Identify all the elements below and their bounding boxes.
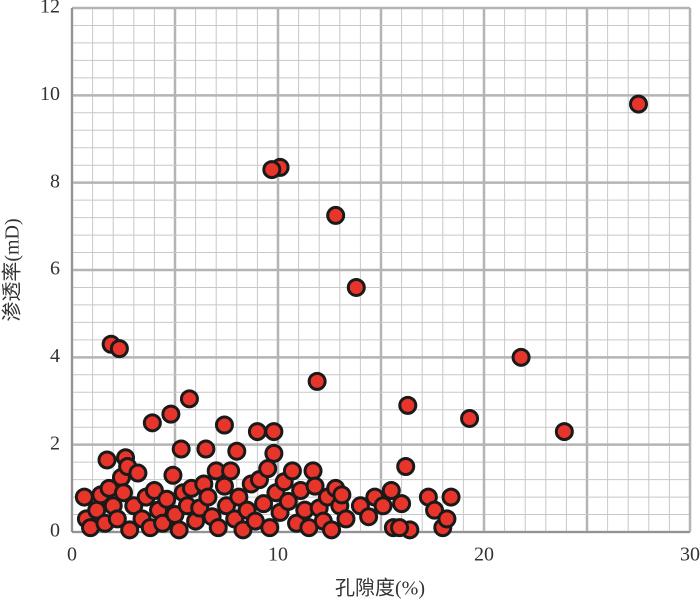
- point: [260, 518, 280, 538]
- point: [326, 205, 346, 225]
- point: [142, 413, 162, 433]
- point: [392, 494, 412, 514]
- point: [511, 347, 531, 367]
- point: [153, 513, 173, 533]
- y-tick-label: 4: [50, 345, 60, 367]
- point: [120, 520, 140, 540]
- point: [157, 489, 177, 509]
- point: [307, 371, 327, 391]
- point: [390, 518, 410, 538]
- point: [217, 496, 236, 516]
- point: [198, 487, 218, 507]
- x-tick-label: 30: [680, 544, 700, 566]
- point: [196, 439, 216, 459]
- point: [441, 487, 461, 507]
- point: [171, 439, 191, 459]
- y-tick-label: 6: [50, 258, 60, 280]
- point: [303, 461, 323, 481]
- point: [278, 491, 298, 511]
- point: [247, 422, 267, 442]
- point: [128, 463, 148, 483]
- point: [227, 441, 247, 461]
- point: [254, 494, 274, 514]
- y-axis-label: 渗透率(mD): [1, 218, 24, 321]
- point: [161, 404, 181, 424]
- point: [262, 160, 282, 180]
- point: [398, 395, 418, 415]
- point: [332, 485, 352, 505]
- point: [144, 481, 164, 501]
- point: [169, 520, 189, 540]
- y-tick-label: 0: [50, 520, 60, 542]
- point: [336, 509, 356, 529]
- x-tick-label: 0: [67, 544, 77, 566]
- point: [114, 483, 133, 503]
- point: [74, 487, 94, 507]
- y-tick-label: 2: [50, 432, 60, 454]
- y-tick-label: 10: [40, 83, 60, 105]
- x-tick-label: 20: [474, 544, 494, 566]
- point: [437, 509, 457, 529]
- point: [359, 507, 379, 527]
- point: [214, 415, 234, 435]
- point: [264, 443, 284, 463]
- point: [258, 459, 278, 479]
- y-tick-label: 12: [40, 0, 60, 18]
- x-tick-label: 10: [268, 544, 288, 566]
- point: [163, 465, 183, 485]
- point: [109, 339, 129, 359]
- point: [179, 389, 199, 409]
- point: [425, 500, 445, 520]
- point: [554, 422, 574, 442]
- point: [396, 457, 416, 476]
- y-tick-label: 8: [50, 170, 60, 192]
- point: [460, 408, 480, 428]
- x-axis-label: 孔隙度(%): [335, 577, 425, 600]
- point: [629, 94, 648, 114]
- point: [381, 481, 401, 501]
- point: [221, 461, 241, 481]
- point: [214, 476, 234, 496]
- point: [233, 520, 253, 540]
- point: [305, 476, 325, 496]
- point: [229, 487, 249, 507]
- point: [124, 496, 144, 516]
- point: [107, 509, 127, 529]
- point: [282, 461, 302, 481]
- point: [346, 277, 366, 297]
- point: [97, 450, 117, 470]
- point: [208, 518, 228, 538]
- point: [373, 496, 393, 516]
- point: [264, 422, 284, 442]
- point: [322, 520, 342, 540]
